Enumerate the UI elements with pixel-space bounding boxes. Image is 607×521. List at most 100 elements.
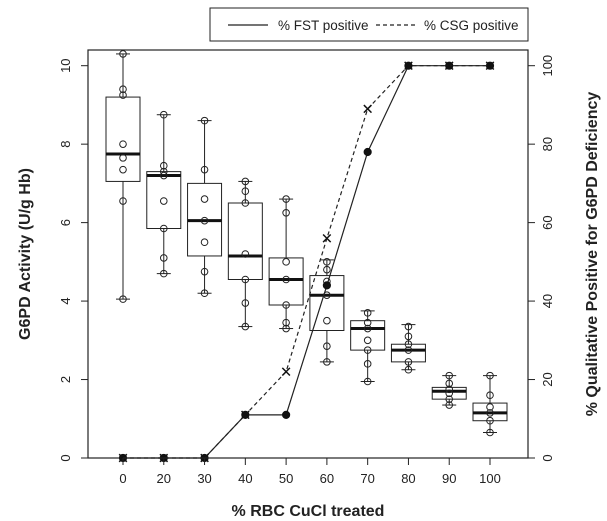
data-point bbox=[363, 309, 372, 317]
data-point bbox=[486, 428, 494, 437]
y-left-tick-label: 10 bbox=[58, 58, 73, 72]
data-point bbox=[445, 385, 454, 394]
box-0 bbox=[105, 50, 141, 303]
y-left-tick-label: 0 bbox=[58, 454, 73, 461]
box-20 bbox=[146, 110, 182, 278]
plot-frame bbox=[87, 49, 529, 459]
data-point bbox=[119, 197, 127, 205]
csg-marker bbox=[404, 61, 413, 71]
x-axis-title: % RBC CuCl treated bbox=[232, 503, 385, 520]
data-point bbox=[119, 295, 127, 303]
y-left-tick-label: 6 bbox=[58, 219, 73, 226]
data-point bbox=[282, 258, 290, 266]
data-point bbox=[323, 265, 331, 274]
legend-fst-label: % FST positive bbox=[278, 18, 369, 33]
x-tick-label: 0 bbox=[119, 471, 126, 486]
csg-marker-stroke bbox=[241, 410, 250, 420]
y-right-tick-label: 80 bbox=[540, 137, 555, 151]
data-point bbox=[445, 379, 454, 388]
x-tick-label: 50 bbox=[279, 471, 293, 486]
data-point bbox=[282, 324, 290, 333]
data-point bbox=[323, 316, 331, 325]
data-point bbox=[119, 50, 127, 58]
data-point bbox=[159, 110, 168, 119]
data-point bbox=[363, 318, 372, 327]
data-point bbox=[200, 165, 209, 174]
data-point bbox=[241, 299, 250, 307]
data-point bbox=[282, 275, 290, 284]
data-point bbox=[119, 140, 127, 148]
data-point bbox=[241, 322, 250, 331]
y-left-tick-label: 4 bbox=[58, 297, 73, 304]
fst-marker bbox=[282, 410, 291, 419]
box-80 bbox=[390, 322, 426, 374]
csg-marker bbox=[363, 104, 372, 114]
box-iqr bbox=[146, 171, 182, 230]
y-right-tick-label: 0 bbox=[540, 454, 555, 461]
y-right-tick-label: 60 bbox=[540, 215, 555, 229]
legend: % FST positive % CSG positive bbox=[209, 7, 529, 42]
data-point bbox=[159, 224, 168, 233]
data-point bbox=[200, 195, 209, 203]
data-point bbox=[404, 358, 413, 366]
box-iqr bbox=[350, 320, 386, 351]
data-point bbox=[445, 395, 454, 403]
data-point bbox=[445, 389, 454, 398]
data-point bbox=[282, 195, 290, 203]
data-point bbox=[241, 187, 250, 196]
csg-marker-stroke bbox=[281, 367, 291, 377]
data-point bbox=[241, 177, 250, 186]
data-point bbox=[445, 401, 454, 409]
data-point bbox=[282, 209, 290, 217]
data-point bbox=[404, 365, 413, 374]
series-fst bbox=[118, 61, 495, 463]
data-point bbox=[323, 342, 331, 350]
data-point bbox=[404, 332, 413, 341]
y-right-tick-label: 20 bbox=[540, 372, 555, 386]
data-point bbox=[200, 238, 209, 247]
box-70 bbox=[350, 309, 386, 386]
box-40 bbox=[227, 177, 263, 331]
data-point bbox=[363, 360, 372, 368]
box-iqr bbox=[309, 275, 345, 332]
csg-marker bbox=[241, 410, 250, 420]
csg-marker-stroke bbox=[322, 233, 332, 243]
y-axis-left-title: G6PD Activity (U/g Hb) bbox=[17, 168, 34, 340]
data-point bbox=[486, 403, 494, 411]
y-left-tick-label: 8 bbox=[58, 141, 73, 148]
box-100 bbox=[472, 371, 508, 437]
data-point bbox=[200, 116, 209, 125]
data-point bbox=[323, 258, 331, 266]
csg-marker-stroke bbox=[404, 61, 413, 71]
y-axis-right-title: % Qualitative Positive for G6PD Deficien… bbox=[584, 92, 601, 417]
box-iqr bbox=[390, 343, 426, 363]
x-tick-label: 40 bbox=[238, 471, 252, 486]
series-csg bbox=[118, 61, 495, 463]
csg-marker bbox=[281, 367, 291, 377]
data-point bbox=[486, 409, 494, 417]
box-60 bbox=[309, 258, 345, 366]
data-point bbox=[241, 250, 250, 258]
fst-marker bbox=[322, 281, 331, 290]
legend-csg-label: % CSG positive bbox=[424, 18, 519, 33]
data-point bbox=[282, 301, 290, 309]
y-right-tick-label: 40 bbox=[540, 294, 555, 308]
data-point bbox=[486, 371, 494, 380]
data-point bbox=[486, 391, 494, 400]
data-point bbox=[363, 346, 372, 354]
x-tick-label: 70 bbox=[360, 471, 374, 486]
series-lines bbox=[118, 61, 495, 463]
data-point bbox=[404, 346, 413, 354]
data-point bbox=[200, 216, 209, 225]
data-point bbox=[159, 269, 168, 278]
box-90 bbox=[431, 371, 467, 409]
data-point bbox=[241, 199, 250, 207]
box-iqr bbox=[431, 386, 467, 400]
data-point bbox=[119, 85, 127, 94]
data-point bbox=[159, 161, 168, 170]
csg-marker-stroke bbox=[444, 61, 454, 71]
data-point bbox=[159, 197, 168, 205]
y-right-tick-label: 100 bbox=[540, 55, 555, 77]
